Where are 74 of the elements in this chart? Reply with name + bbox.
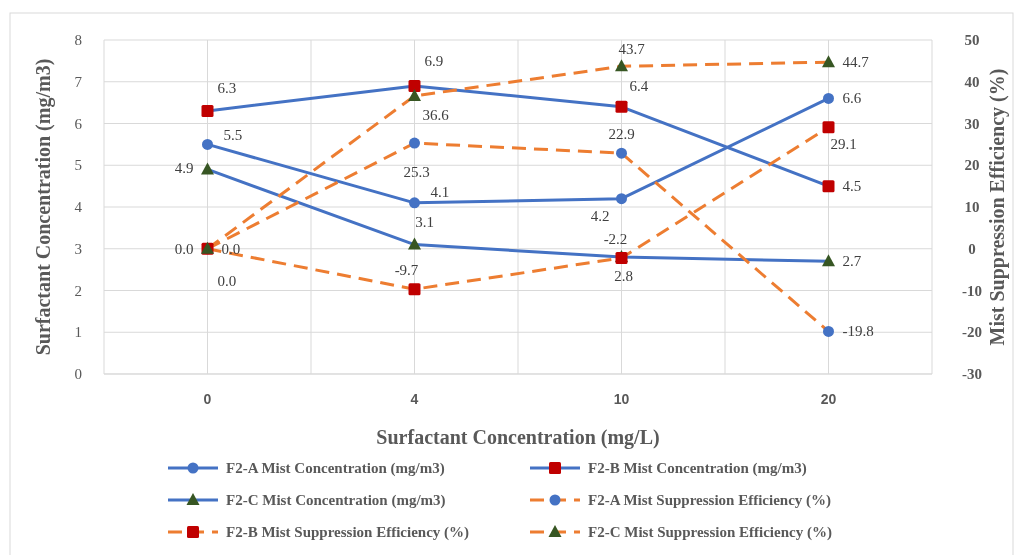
point (822, 121, 835, 134)
data-label: -19.8 (842, 323, 874, 340)
point (615, 59, 628, 72)
y-axis-title: Surfactant Concentration (mg/m3) (32, 58, 55, 356)
legend-label: F2-C Mist Suppression Efficiency (%) (588, 524, 832, 541)
x-tick-label: 20 (820, 391, 837, 407)
point (201, 162, 214, 175)
data-label: 0.0 (217, 272, 237, 289)
point (823, 92, 834, 104)
data-label: -2.2 (603, 230, 628, 247)
data-label: 2.7 (842, 253, 862, 270)
point (408, 79, 421, 92)
point (408, 283, 421, 296)
data-label: 29.1 (830, 136, 857, 153)
point (202, 138, 213, 150)
data-label: 5.5 (223, 127, 243, 144)
x-tick-label: 0 (203, 391, 212, 407)
data-label: 6.4 (629, 77, 649, 94)
y2-tick-label: 40 (964, 73, 980, 90)
y2-axis-title: Mist Suppression Efficiency (%) (986, 68, 1009, 346)
y-tick-label: 5 (74, 157, 82, 174)
y-tick-label: 8 (74, 32, 82, 48)
data-label: 6.9 (424, 52, 444, 69)
point (409, 197, 420, 209)
point (823, 325, 834, 337)
point (616, 147, 627, 159)
data-label: 0.0 (174, 240, 194, 257)
y2-tick-label: 10 (964, 199, 980, 215)
y2-tick-label: -30 (962, 366, 982, 382)
y-tick-label: 2 (74, 282, 82, 299)
y-tick-label: 1 (74, 324, 82, 341)
y-tick-label: 0 (74, 366, 82, 382)
y-tick-label: 7 (74, 73, 83, 90)
y2-tick-label: 0 (968, 240, 976, 257)
data-label: 4.2 (590, 207, 610, 224)
data-label: 6.3 (217, 79, 237, 96)
data-label: 4.1 (430, 183, 450, 200)
y2-tick-label: -10 (962, 282, 982, 299)
data-label: 43.7 (618, 41, 646, 58)
data-label: 0.0 (221, 240, 241, 257)
point (409, 137, 420, 149)
data-label: 6.6 (842, 90, 862, 107)
data-label: 4.9 (174, 160, 194, 177)
point (822, 55, 835, 68)
legend-label: F2-B Mist Suppression Efficiency (%) (226, 524, 470, 541)
legend-label: F2-A Mist Suppression Efficiency (%) (588, 492, 832, 509)
y-tick-label: 3 (74, 240, 82, 257)
point (616, 193, 627, 205)
y-tick-label: 6 (74, 115, 83, 132)
point (615, 100, 628, 113)
y-tick-label: 4 (74, 199, 83, 215)
point (408, 88, 421, 101)
point (201, 104, 214, 117)
data-label: 4.5 (842, 178, 862, 195)
data-label: 44.7 (842, 54, 870, 71)
data-label: 25.3 (403, 164, 430, 181)
legend-label: F2-B Mist Concentration (mg/m3) (588, 460, 807, 477)
data-label: 2.8 (614, 268, 633, 285)
y2-tick-label: -20 (962, 324, 982, 341)
y2-tick-label: 20 (964, 157, 980, 174)
y2-tick-label: 30 (964, 115, 980, 132)
x-tick-label: 10 (613, 391, 630, 407)
point (408, 237, 421, 250)
point (822, 180, 835, 193)
y2-tick-label: 50 (964, 32, 980, 48)
data-label: -9.7 (394, 262, 419, 279)
legend-label: F2-A Mist Concentration (mg/m3) (226, 460, 445, 477)
data-label: 36.6 (422, 106, 450, 123)
x-tick-label: 4 (410, 391, 419, 407)
point (822, 254, 835, 267)
x-axis-title: Surfactant Concentration (mg/L) (376, 426, 660, 449)
data-label: 3.1 (415, 213, 434, 230)
data-label: 22.9 (608, 126, 635, 143)
legend-label: F2-C Mist Concentration (mg/m3) (226, 492, 446, 509)
